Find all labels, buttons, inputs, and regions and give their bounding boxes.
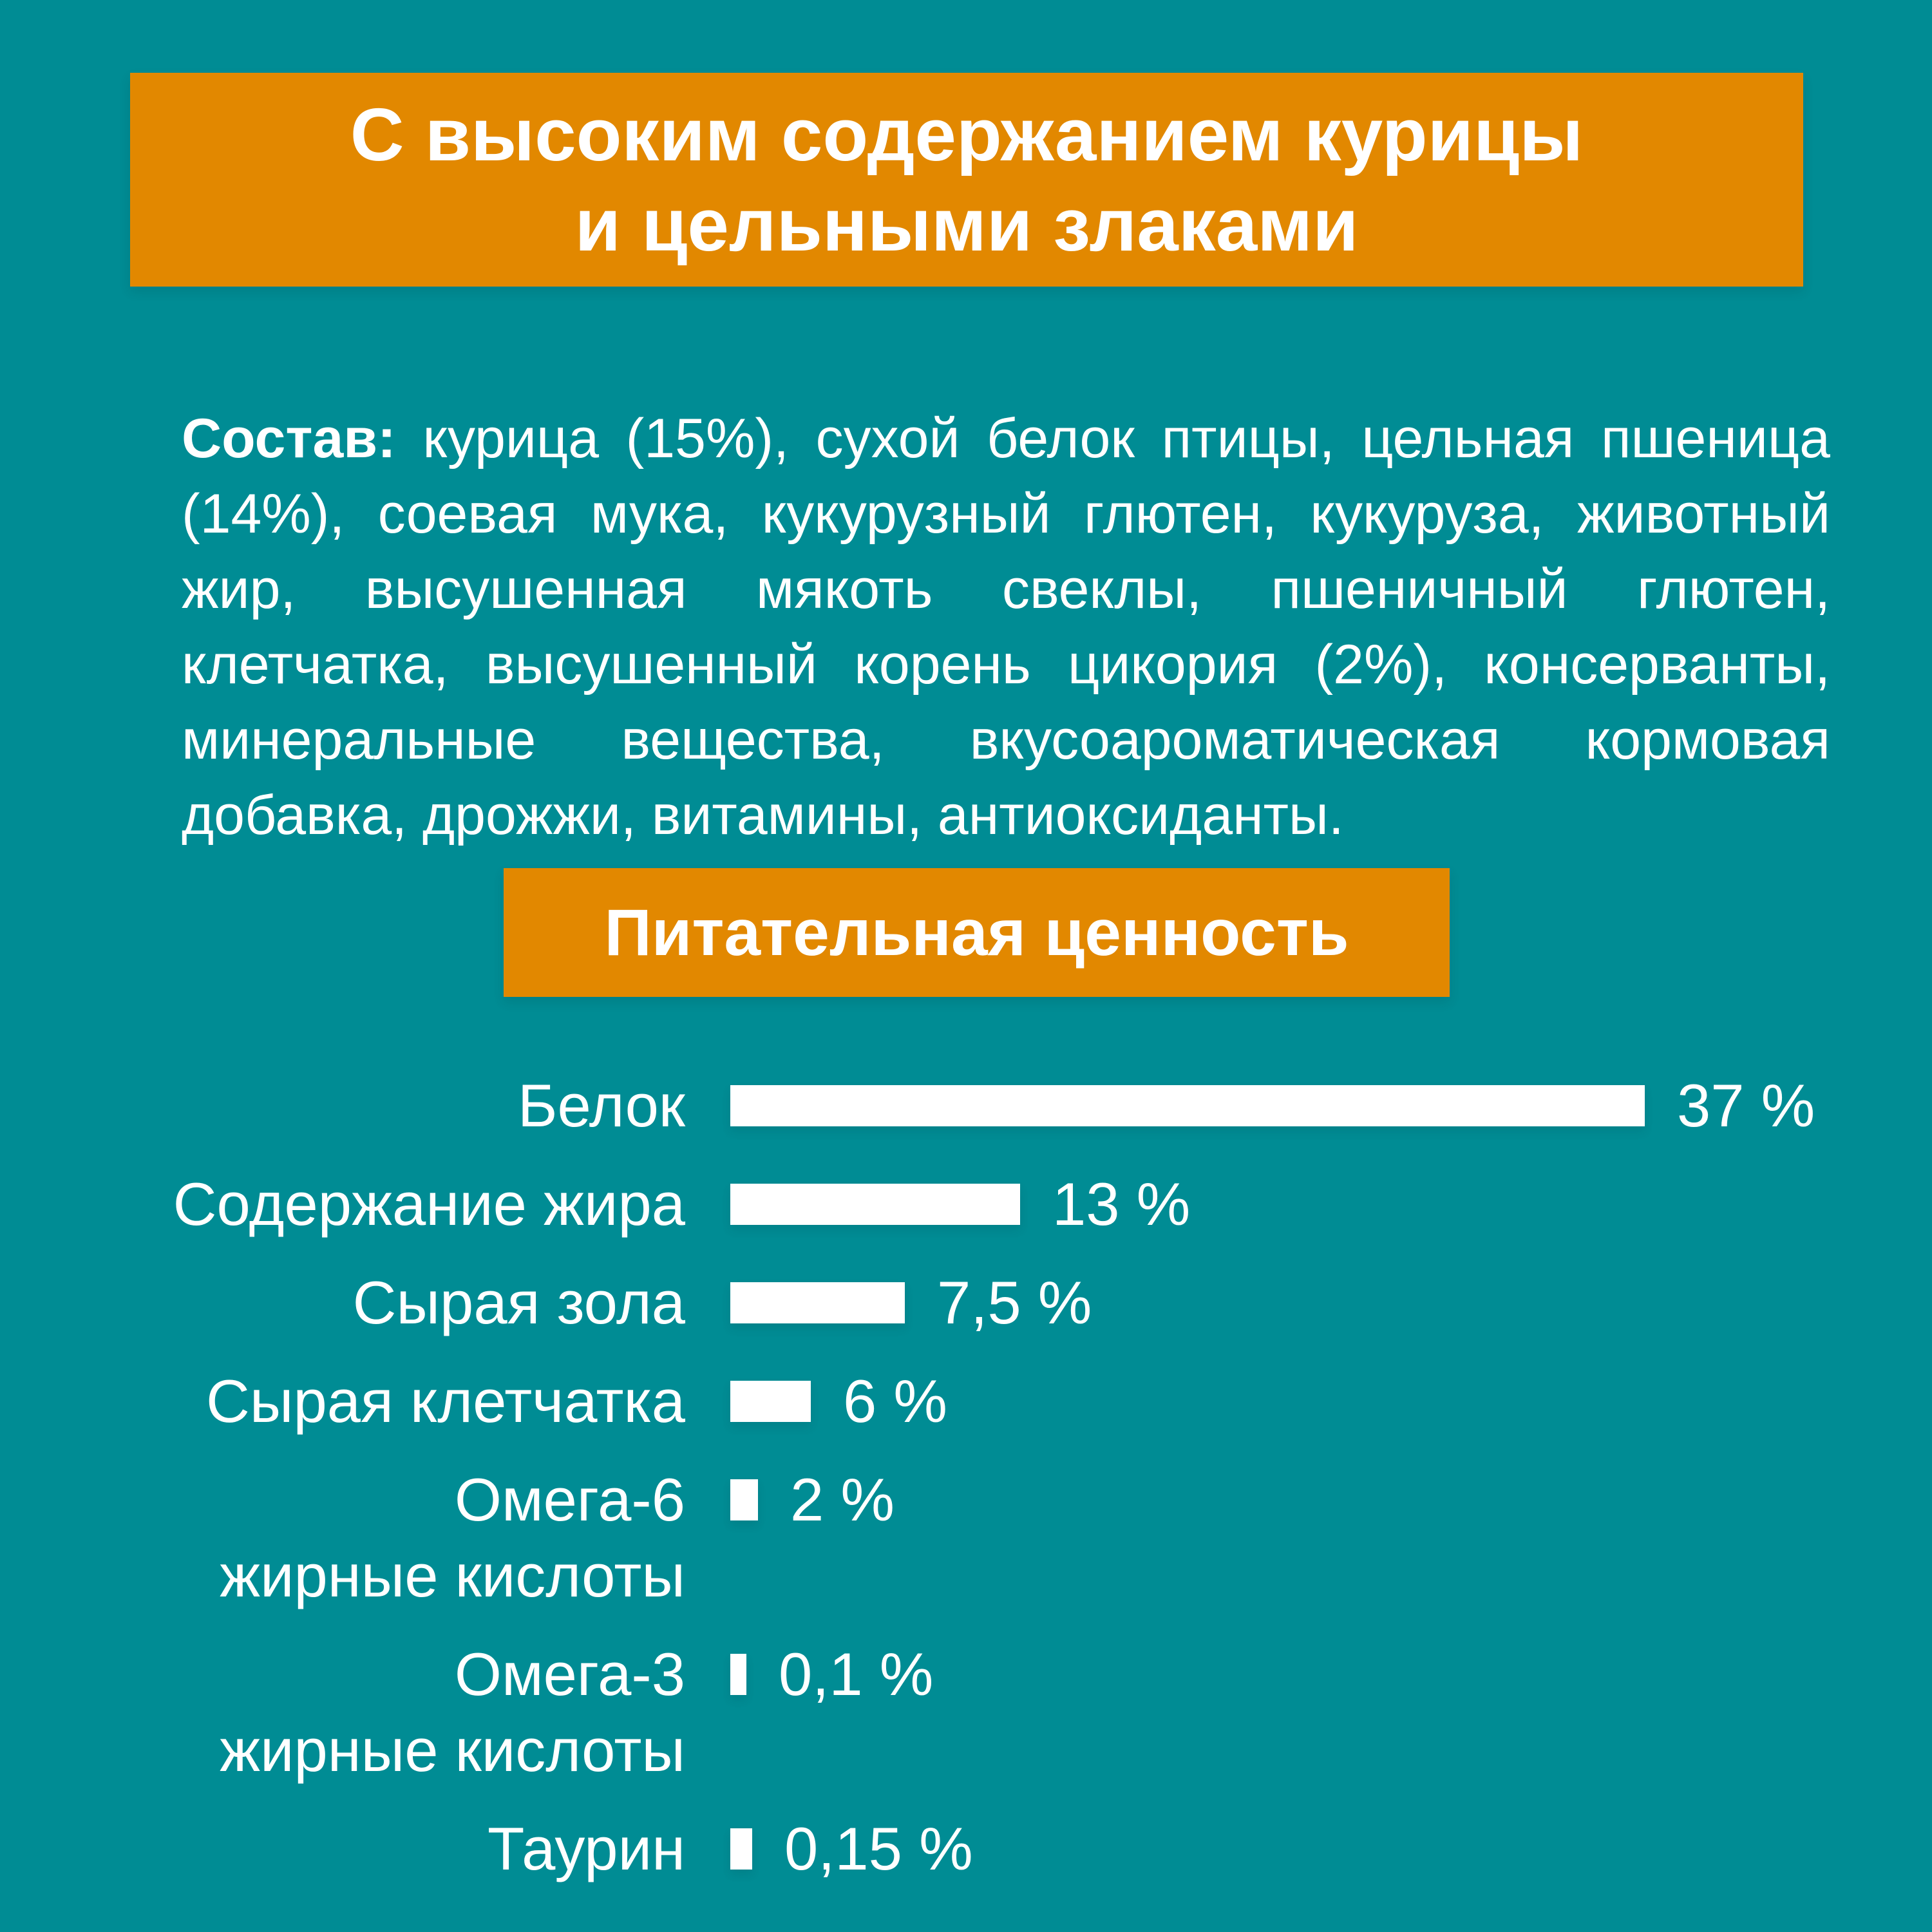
category-label-line1: Омега-6 [454, 1466, 685, 1533]
value-bar [730, 1654, 746, 1695]
category-label: Таурин [0, 1811, 730, 1887]
value-bar [730, 1282, 905, 1323]
chart-row: Таурин 0,15 % [0, 1811, 1932, 1887]
category-label-line1: Белок [517, 1072, 685, 1139]
value-bar [730, 1381, 811, 1422]
category-label: Сырая зола [0, 1265, 730, 1341]
value-label: 0,15 % [784, 1815, 973, 1882]
value-bar [730, 1085, 1645, 1126]
value-label: 7,5 % [937, 1269, 1092, 1336]
chart-row: Сырая зола 7,5 % [0, 1265, 1932, 1341]
category-label-line1: Сырая зола [352, 1269, 685, 1336]
value-bar [730, 1184, 1020, 1225]
category-label-line2: жирные кислоты [220, 1542, 685, 1609]
composition-bold-label: Состав: [182, 408, 396, 469]
category-label: Омега-3 жирные кислоты [0, 1636, 730, 1788]
chart-row: Содержание жира 13 % [0, 1166, 1932, 1242]
category-label-line1: Омега-3 [454, 1640, 685, 1708]
chart-row: Сырая клетчатка 6 % [0, 1363, 1932, 1439]
category-label: Белок [0, 1068, 730, 1144]
chart-row: Белок 37 % [0, 1068, 1932, 1144]
section-banner: Питательная ценность [504, 868, 1450, 997]
composition-paragraph: Состав: курица (15%), сухой белок птицы,… [182, 401, 1830, 853]
value-bar [730, 1828, 752, 1870]
header-title-line2: и цельными злаками [574, 183, 1359, 267]
category-label: Омега-6 жирные кислоты [0, 1462, 730, 1614]
category-label-line2: жирные кислоты [220, 1716, 685, 1784]
header-title-line1: С высоким содержанием курицы [350, 93, 1584, 176]
value-label: 6 % [843, 1367, 947, 1435]
value-label: 37 % [1677, 1072, 1815, 1139]
category-label-line1: Содержание жира [173, 1170, 685, 1238]
chart-row: Омега-3 жирные кислоты 0,1 % [0, 1636, 1932, 1788]
value-label: 13 % [1052, 1170, 1191, 1238]
value-label: 0,1 % [779, 1640, 934, 1708]
category-label-line1: Сырая клетчатка [206, 1367, 685, 1435]
section-title: Питательная ценность [604, 896, 1349, 969]
category-label: Сырая клетчатка [0, 1363, 730, 1439]
header-banner: С высоким содержанием курицы и цельными … [130, 73, 1803, 287]
composition-text: курица (15%), сухой белок птицы, цельная… [182, 408, 1830, 846]
category-label-line1: Таурин [487, 1815, 685, 1882]
value-label: 2 % [790, 1466, 895, 1533]
value-bar [730, 1479, 758, 1520]
nutrition-chart: Белок 37 % Содержание жира 13 % Сырая зо… [0, 1068, 1932, 1909]
category-label: Содержание жира [0, 1166, 730, 1242]
chart-row: Омега-6 жирные кислоты 2 % [0, 1462, 1932, 1614]
